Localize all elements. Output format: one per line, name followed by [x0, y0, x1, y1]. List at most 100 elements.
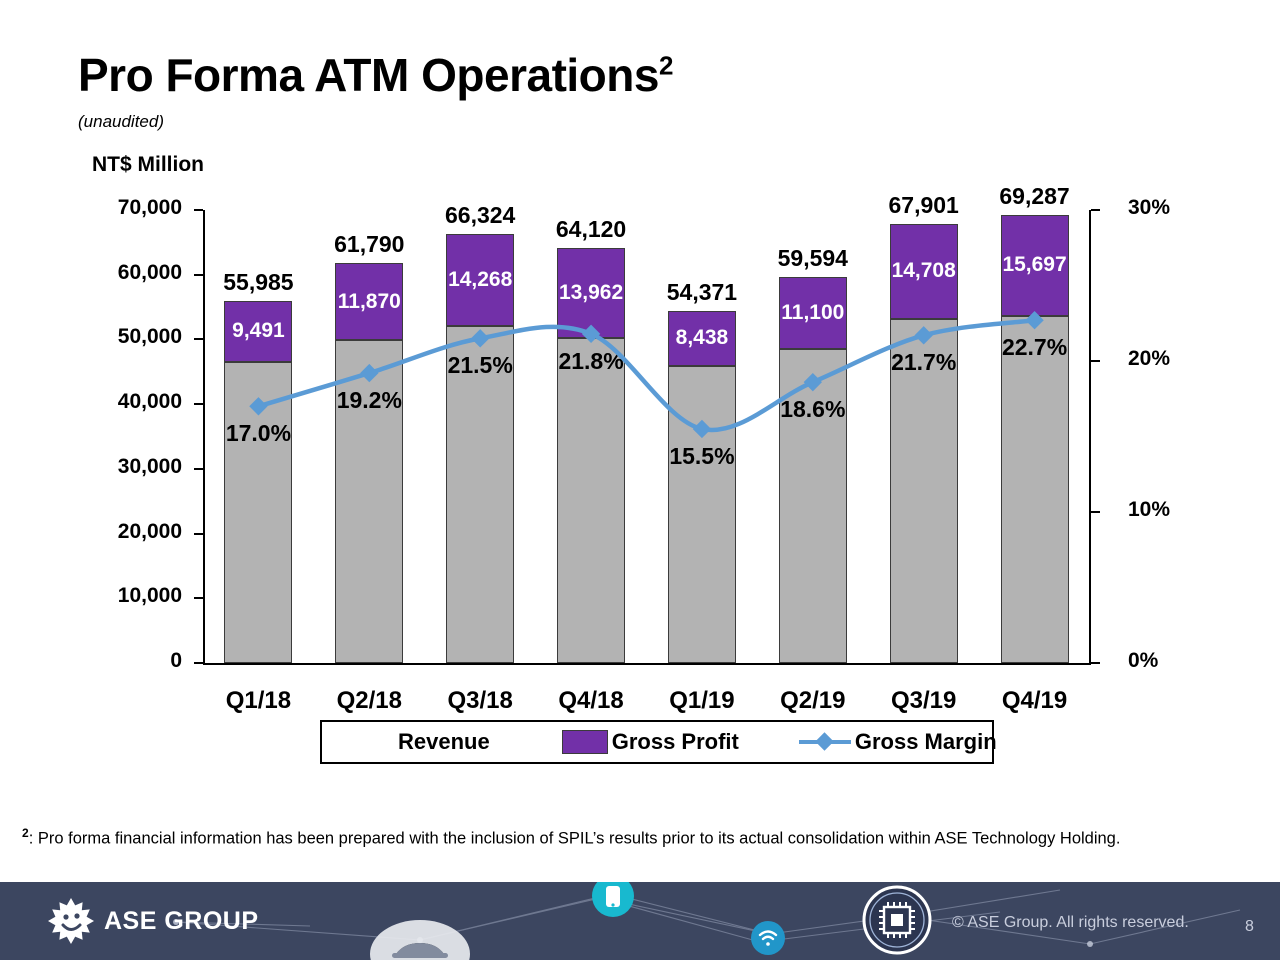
y-axis-left-tick-label: 30,000 — [117, 454, 182, 478]
y-axis-tick — [194, 467, 203, 470]
gross-profit-value-label: 8,438 — [675, 326, 729, 350]
gross-margin-marker[interactable] — [803, 372, 823, 392]
gross-profit-value-label: 11,100 — [781, 301, 845, 325]
slide-footer: ASE GROUP © ASE Group. All rights reserv… — [0, 882, 1280, 960]
bar-segment-gross-profit[interactable]: 14,708 — [889, 223, 958, 319]
gross-margin-marker[interactable] — [360, 363, 379, 383]
legend-item[interactable]: Revenue — [348, 722, 490, 762]
bar-segment-gross-profit[interactable]: 11,870 — [335, 263, 404, 340]
bar-segment-gross-profit[interactable]: 11,100 — [778, 277, 847, 350]
y-axis-tick — [194, 662, 203, 664]
gross-margin-value-label: 18.6% — [780, 396, 846, 423]
y-axis-right-tick — [1091, 662, 1100, 664]
y-axis-left-tick-label: 40,000 — [117, 390, 182, 414]
wifi-icon — [751, 921, 785, 955]
gross-profit-value-label: 13,962 — [558, 281, 624, 305]
x-axis-tick-label: Q4/19 — [1001, 687, 1068, 714]
gross-margin-marker[interactable] — [249, 397, 268, 416]
x-axis-tick-label: Q1/18 — [225, 687, 292, 714]
ase-sunburst-smiley-logo-icon — [48, 898, 94, 944]
y-axis-tick — [194, 338, 203, 341]
gross-margin-value-label: 21.5% — [447, 352, 513, 379]
y-axis-right-tick-label: 0% — [1128, 649, 1159, 672]
footnote-marker: 2 — [22, 826, 29, 840]
revenue-total-label: 66,324 — [445, 201, 516, 228]
y-axis-tick — [194, 597, 203, 600]
bar-segment-gross-profit[interactable]: 9,491 — [224, 300, 293, 363]
gross-profit-value-label: 9,491 — [232, 319, 285, 343]
page-number: 8 — [1245, 918, 1254, 935]
chart-container: 0 10,000 20,000 30,000 40,000 50,000 60,000 70,… — [117, 183, 1171, 764]
bar-segment-revenue[interactable] — [889, 318, 958, 663]
footer-network-graphic — [173, 882, 1241, 960]
car-icon — [392, 943, 448, 958]
y-axis-right-tick — [1091, 511, 1100, 513]
gross-margin-marker[interactable] — [1025, 311, 1044, 330]
legend-swatch — [561, 730, 608, 754]
legend-item[interactable]: Gross Profit — [561, 722, 739, 762]
bar-segment-revenue[interactable] — [446, 326, 515, 663]
legend-item[interactable]: Gross Margin — [798, 722, 997, 762]
revenue-total-label: 61,790 — [334, 231, 405, 258]
y-axis-right-tick — [1091, 209, 1100, 211]
chart-legend: Revenue Gross Profit Gross Margin — [320, 720, 997, 764]
y-axis-right-tick-label: 10% — [1128, 498, 1171, 521]
revenue-total-label: 54,371 — [666, 279, 738, 306]
bar-segment-gross-profit[interactable]: 13,962 — [557, 248, 626, 339]
y-axis-left-tick-label: 0 — [170, 649, 182, 672]
gross-margin-value-label: 22.7% — [1001, 334, 1068, 361]
bar-segment-gross-profit[interactable]: 8,438 — [667, 311, 736, 366]
bar-segment-gross-profit[interactable]: 14,268 — [446, 233, 515, 327]
gross-profit-value-label: 15,697 — [1002, 253, 1067, 277]
gross-margin-marker[interactable] — [581, 324, 601, 344]
footnote: 2: Pro forma financial information has b… — [22, 826, 1262, 850]
gross-margin-value-label: 17.0% — [225, 420, 292, 447]
bar-column[interactable]: 15,697 69,287 — [999, 183, 1070, 663]
mobile-phone-icon — [592, 882, 634, 917]
footnote-text: : Pro forma financial information has be… — [28, 829, 1121, 848]
bar-segment-revenue[interactable] — [1000, 316, 1069, 663]
gross-margin-marker[interactable] — [914, 326, 933, 345]
gross-margin-marker[interactable] — [470, 329, 490, 348]
y-axis-right-tick-label: 20% — [1128, 347, 1171, 370]
bar-segment-revenue[interactable] — [778, 349, 847, 663]
y-axis-left-tick-label: 50,000 — [117, 325, 182, 349]
bar-segment-gross-profit[interactable]: 15,697 — [1000, 214, 1069, 317]
gross-margin-line-series — [249, 311, 1044, 439]
y-axis-right-line — [1089, 210, 1091, 665]
y-axis-tick — [194, 209, 203, 211]
revenue-total-label: 64,120 — [555, 216, 627, 243]
page-title: Pro Forma ATM Operations2 — [78, 48, 673, 102]
x-axis-tick-label: Q2/18 — [336, 687, 402, 714]
bar-column[interactable]: 14,708 67,901 — [889, 192, 959, 663]
legend-swatch — [348, 730, 394, 754]
legend-line-marker-icon — [798, 731, 851, 753]
y-axis-tick — [194, 532, 203, 535]
x-axis-tick-label: Q1/19 — [669, 687, 735, 714]
y-axis-right-tick-label: 30% — [1128, 196, 1171, 219]
bar-column[interactable]: 14,268 66,324 — [445, 202, 515, 663]
y-axis-left-tick-label: 20,000 — [117, 519, 182, 543]
y-axis-left-tick-label: 10,000 — [117, 584, 182, 608]
y-axis-right-tick — [1091, 360, 1100, 362]
subtitle: (unaudited) — [78, 112, 165, 131]
x-axis-tick-label: Q3/18 — [447, 687, 513, 714]
revenue-total-label: 55,985 — [223, 268, 294, 295]
brand-name: ASE GROUP — [104, 906, 259, 935]
gross-margin-line — [256, 317, 1037, 433]
chip-processor-icon — [862, 885, 932, 955]
revenue-total-label: 67,901 — [888, 191, 959, 218]
gross-margin-value-label: 19.2% — [336, 387, 402, 414]
gross-margin-value-label: 15.5% — [669, 442, 735, 469]
x-axis-tick-label: Q4/18 — [558, 687, 624, 714]
gross-margin-marker[interactable] — [692, 419, 712, 439]
page-title-text: Pro Forma ATM Operations — [78, 49, 659, 101]
bar-segment-revenue[interactable] — [335, 339, 404, 663]
bar-column[interactable]: 11,100 59,594 — [778, 245, 848, 663]
x-axis-tick-label: Q2/19 — [780, 687, 846, 714]
bar-column[interactable]: 11,870 61,790 — [334, 231, 404, 663]
y-axis-left-tick-label: 70,000 — [117, 196, 182, 219]
gross-profit-value-label: 11,870 — [337, 289, 401, 313]
revenue-total-label: 59,594 — [777, 245, 848, 272]
